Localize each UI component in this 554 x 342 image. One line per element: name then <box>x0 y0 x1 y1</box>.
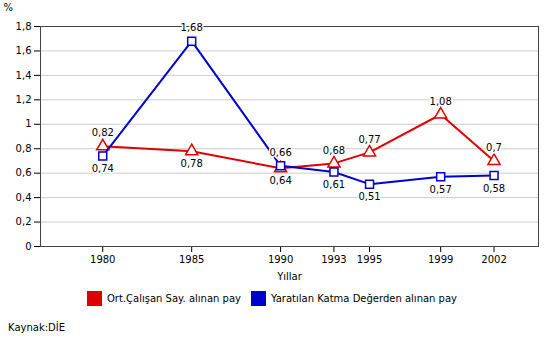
svg-text:%: % <box>4 2 14 13</box>
svg-text:0,74: 0,74 <box>92 163 114 174</box>
svg-text:0,51: 0,51 <box>358 191 380 202</box>
svg-text:2002: 2002 <box>481 254 506 265</box>
svg-text:0: 0 <box>25 241 31 252</box>
html-text:Yaratılan Katma Değerden alına: Yaratılan Katma Değerden alınan pay <box>271 293 457 304</box>
svg-text:1: 1 <box>25 118 31 129</box>
html-text:Kaynak:DİE: Kaynak:DİE <box>8 322 65 333</box>
svg-text:0,2: 0,2 <box>16 216 32 227</box>
svg-text:0,61: 0,61 <box>323 179 345 190</box>
svg-text:1990: 1990 <box>268 254 293 265</box>
svg-text:0,64: 0,64 <box>269 175 291 186</box>
svg-text:0,8: 0,8 <box>16 143 32 154</box>
svg-text:1999: 1999 <box>428 254 453 265</box>
svg-text:0,6: 0,6 <box>16 167 32 178</box>
svg-text:1995: 1995 <box>357 254 382 265</box>
svg-text:0,57: 0,57 <box>430 184 452 195</box>
svg-text:0,58: 0,58 <box>483 183 505 194</box>
svg-text:1,08: 1,08 <box>430 96 452 107</box>
svg-text:1,68: 1,68 <box>181 22 203 33</box>
svg-text:0,68: 0,68 <box>323 145 345 156</box>
svg-text:1,6: 1,6 <box>16 45 32 56</box>
svg-text:1,2: 1,2 <box>16 94 32 105</box>
svg-text:1,8: 1,8 <box>16 21 32 32</box>
svg-text:0,4: 0,4 <box>16 192 32 203</box>
svg-text:1980: 1980 <box>90 254 115 265</box>
svg-text:1985: 1985 <box>179 254 204 265</box>
svg-text:0,78: 0,78 <box>181 158 203 169</box>
html-text:Ort.Çalışan Say. alınan pay: Ort.Çalışan Say. alınan pay <box>107 293 241 304</box>
svg-text:0,7: 0,7 <box>486 142 502 153</box>
svg-text:0,77: 0,77 <box>358 134 380 145</box>
svg-text:Yıllar: Yıllar <box>276 271 303 282</box>
svg-text:1,4: 1,4 <box>16 70 32 81</box>
svg-text:0,82: 0,82 <box>92 127 114 138</box>
svg-text:0,66: 0,66 <box>269 147 291 158</box>
svg-text:1993: 1993 <box>321 254 346 265</box>
